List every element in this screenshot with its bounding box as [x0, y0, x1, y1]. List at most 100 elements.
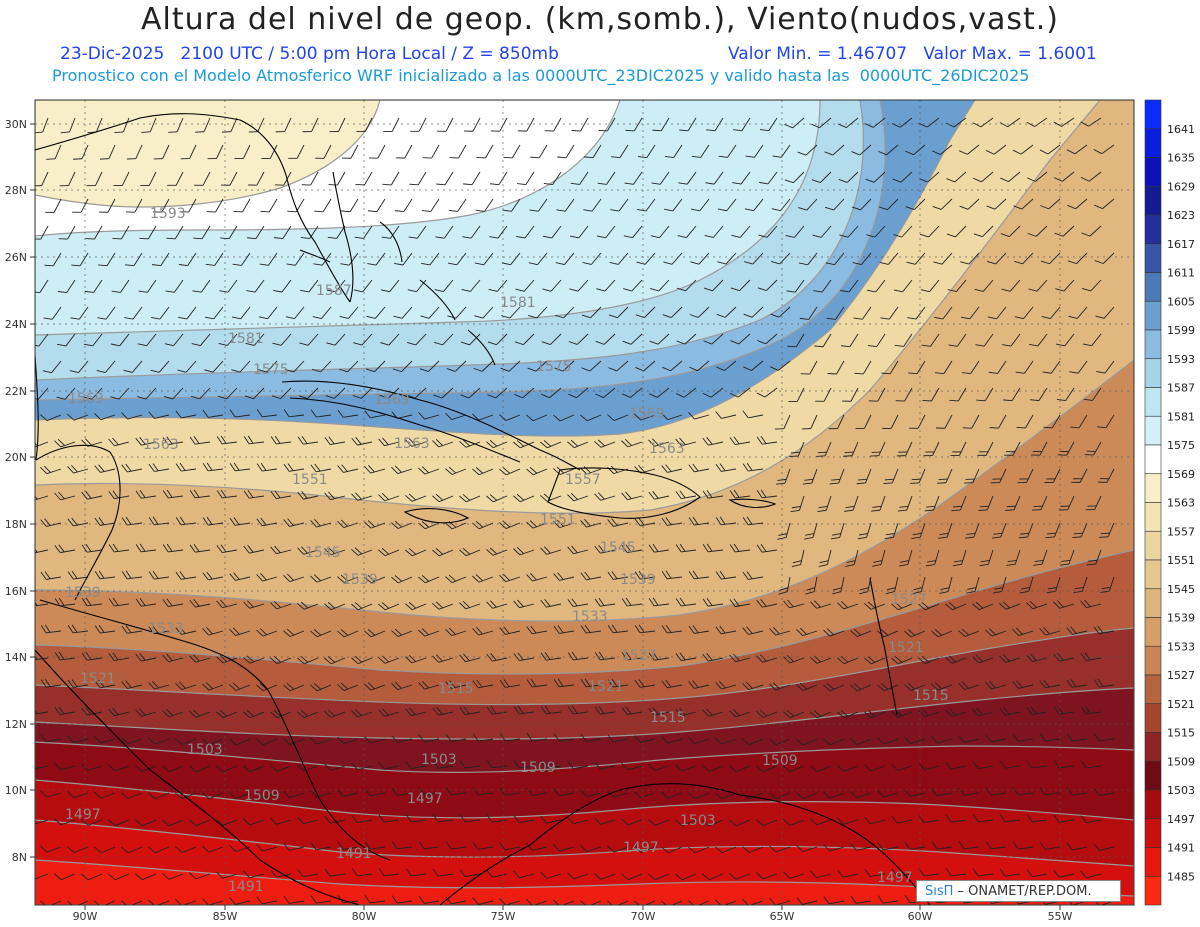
wind-barb [501, 306, 521, 319]
wind-barb [864, 869, 886, 878]
wind-barb [1039, 679, 1061, 689]
colorbar-swatch [1144, 732, 1162, 762]
wind-barb [871, 495, 886, 512]
wind-barb [206, 198, 224, 213]
wind-barb [472, 897, 494, 905]
credit-text: – ONAMET/REP.DOM. [953, 884, 1092, 899]
wind-barb [67, 790, 89, 799]
wind-barb [840, 279, 859, 293]
wind-barb [364, 895, 386, 904]
contour-label: 1569 [68, 391, 104, 407]
wind-barb [664, 198, 683, 212]
wind-barb [153, 144, 170, 160]
wind-barb [420, 306, 440, 319]
contour-label: 1509 [762, 753, 798, 769]
wind-barb [661, 736, 683, 744]
wind-barb [791, 549, 805, 568]
wind-barb [891, 601, 913, 611]
wind-barb [702, 437, 724, 446]
wind-barb [419, 360, 440, 372]
wind-barb [621, 438, 643, 448]
wind-barb [1066, 144, 1088, 155]
wind-barb [204, 360, 224, 373]
wind-barb [1057, 441, 1075, 456]
wind-barb [910, 468, 926, 484]
wind-barb [895, 387, 913, 402]
wind-barb [1039, 626, 1061, 636]
wind-barb [202, 898, 224, 905]
wind-barb [832, 576, 845, 595]
wind-barb [342, 144, 359, 159]
wind-barb [526, 787, 548, 796]
wind-barb [778, 576, 791, 595]
wind-barb [850, 790, 872, 799]
wind-barb [229, 897, 251, 905]
wind-barb [418, 628, 440, 637]
wind-barb [993, 576, 1007, 594]
wind-barb [650, 225, 670, 239]
wind-barb [405, 814, 427, 823]
wind-barb [528, 306, 548, 319]
wind-barb [985, 144, 1007, 155]
wind-barb [595, 387, 616, 399]
wind-barb [108, 873, 130, 881]
wind-barb [256, 462, 278, 472]
wind-barb [688, 412, 710, 420]
wind-barb [137, 333, 157, 347]
wind-barb [990, 468, 1007, 484]
contour-label: 1533 [148, 621, 184, 637]
wind-barb [1056, 387, 1075, 401]
wind-barb [472, 841, 494, 850]
wind-barb [568, 387, 589, 399]
wind-barb [151, 252, 170, 267]
wind-barb [499, 898, 521, 905]
wind-barb [499, 842, 521, 851]
wind-barb [233, 198, 251, 213]
wind-barb [853, 306, 872, 320]
wind-barb [179, 198, 197, 213]
date-info: 23-Dic-2025 2100 UTC / 5:00 pm Hora Loca… [60, 44, 1097, 64]
wind-barb [1019, 576, 1034, 594]
wind-barb [216, 654, 238, 664]
wind-barb [35, 651, 49, 661]
wind-barb [922, 387, 940, 402]
wind-barb [798, 252, 818, 266]
wind-barb [285, 306, 305, 320]
wind-barb [925, 549, 940, 567]
wind-barb [219, 279, 238, 293]
wind-barb [989, 414, 1007, 429]
wind-barb [830, 522, 845, 540]
wind-barb [135, 653, 157, 662]
wind-barb [1012, 680, 1034, 689]
lat-tick-label: 12N [5, 718, 27, 731]
wind-barb [581, 360, 602, 372]
wind-barb [650, 279, 670, 292]
wind-barb [1093, 787, 1115, 796]
wind-barb [958, 841, 980, 850]
wind-barb [868, 387, 886, 402]
wind-barb [71, 252, 89, 267]
wind-barb [175, 846, 197, 853]
wind-barb [164, 387, 184, 400]
wind-barb [283, 518, 305, 527]
wind-barb [202, 627, 224, 636]
wind-barb [625, 117, 643, 132]
wind-barb [310, 574, 332, 583]
wind-barb [854, 360, 872, 375]
colorbar-swatch [1144, 387, 1162, 417]
wind-barb [975, 333, 994, 347]
wind-barb [1086, 549, 1102, 566]
colorbar-swatch [1144, 444, 1162, 475]
wind-barb [607, 734, 629, 743]
wind-barb [378, 437, 400, 447]
wind-barb [918, 708, 940, 718]
wind-barb [850, 895, 872, 904]
wind-barb [94, 624, 116, 634]
wind-barb [850, 843, 872, 851]
wind-barb [108, 707, 130, 717]
wind-barb [783, 818, 805, 826]
wind-barb [270, 710, 292, 719]
wind-barb [270, 490, 292, 500]
wind-barb [991, 522, 1007, 539]
wind-barb [594, 545, 616, 554]
